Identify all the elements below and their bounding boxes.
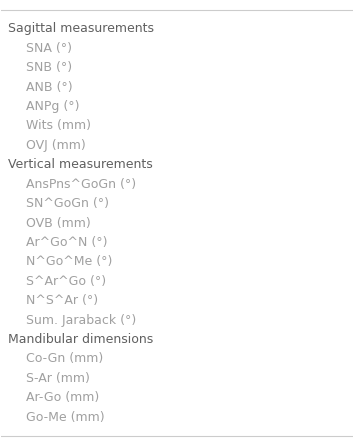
Text: OVB (mm): OVB (mm) (26, 216, 91, 230)
Text: Ar-Go (mm): Ar-Go (mm) (26, 391, 99, 404)
Text: N^Go^Me (°): N^Go^Me (°) (26, 255, 112, 268)
Text: SN^GoGn (°): SN^GoGn (°) (26, 197, 109, 210)
Text: S^Ar^Go (°): S^Ar^Go (°) (26, 275, 106, 288)
Text: OVJ (mm): OVJ (mm) (26, 139, 86, 152)
Text: Mandibular dimensions: Mandibular dimensions (8, 333, 154, 346)
Text: ANPg (°): ANPg (°) (26, 100, 80, 113)
Text: ANB (°): ANB (°) (26, 81, 73, 94)
Text: Sagittal measurements: Sagittal measurements (8, 22, 154, 35)
Text: Ar^Go^N (°): Ar^Go^N (°) (26, 236, 108, 249)
Text: SNB (°): SNB (°) (26, 61, 72, 74)
Text: Co-Gn (mm): Co-Gn (mm) (26, 352, 103, 365)
Text: Sum. Jaraback (°): Sum. Jaraback (°) (26, 314, 136, 326)
Text: Go-Me (mm): Go-Me (mm) (26, 411, 104, 424)
Text: Vertical measurements: Vertical measurements (8, 158, 153, 171)
Text: SNA (°): SNA (°) (26, 42, 72, 55)
Text: N^S^Ar (°): N^S^Ar (°) (26, 294, 98, 307)
Text: AnsPns^GoGn (°): AnsPns^GoGn (°) (26, 178, 136, 191)
Text: S-Ar (mm): S-Ar (mm) (26, 372, 90, 385)
Text: Wits (mm): Wits (mm) (26, 120, 91, 132)
